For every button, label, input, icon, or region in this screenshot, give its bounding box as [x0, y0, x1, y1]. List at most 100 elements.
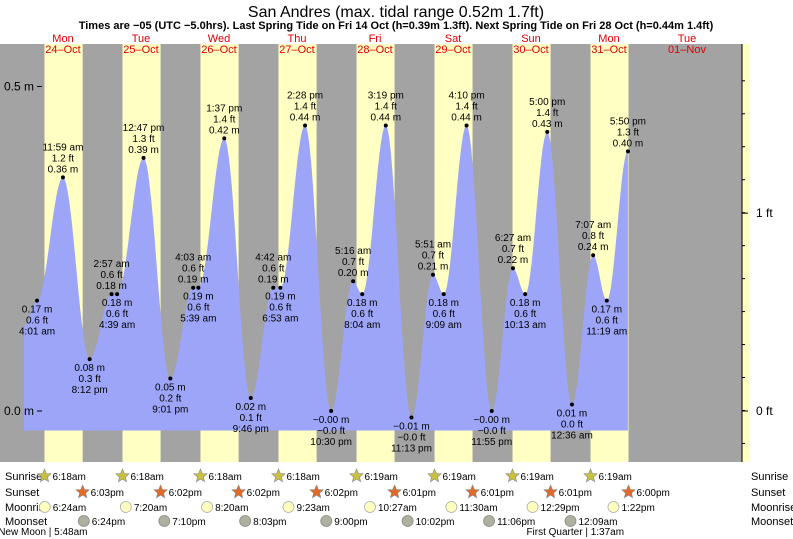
tide-ft-label: −0.0 ft [317, 426, 345, 437]
tide-point [222, 136, 227, 141]
tide-time-label: 11:59 am [42, 142, 83, 153]
tide-ft-label: −0.0 ft [478, 426, 506, 437]
chart-subtitle: Times are −05 (UTC −5.0hrs). Last Spring… [79, 20, 714, 32]
tide-time-label: 5:39 am [180, 314, 216, 325]
day-date-label: 30–Oct [513, 44, 548, 56]
tide-time-label: 7:07 am [575, 220, 611, 231]
sunrise-time: 6:18am [130, 472, 163, 483]
tide-time-label: 4:01 am [19, 327, 55, 338]
tide-point [87, 357, 92, 362]
moonrise-time: 1:22pm [621, 503, 654, 514]
day-of-week-label: Tue [132, 33, 151, 45]
tide-m-label: 0.19 m [265, 292, 296, 303]
tide-point [383, 123, 388, 128]
sunrise-time: 6:19am [599, 472, 632, 483]
moonrise-icon [526, 501, 539, 513]
tide-ft-label: 0.2 ft [159, 394, 181, 405]
tide-time-label: 2:57 am [94, 259, 130, 270]
tide-point [604, 298, 609, 303]
tide-ft-label: 1.2 ft [52, 153, 74, 164]
tide-ft-label: 0.6 ft [596, 316, 618, 327]
tide-ft-label: 1.4 ft [375, 101, 397, 112]
tide-point [569, 402, 574, 407]
tide-time-label: 11:13 pm [391, 443, 432, 454]
sunset-time: 6:03pm [91, 488, 124, 499]
sunrise-time: 6:19am [521, 472, 554, 483]
sunset-time: 6:02pm [247, 488, 280, 499]
tide-ft-label: 0.3 ft [79, 374, 101, 385]
row-label-left: Moonset [5, 516, 47, 528]
moonrise-time: 9:23am [296, 503, 329, 514]
tide-ft-label: 1.3 ft [617, 127, 639, 138]
day-date-label: 28–Oct [357, 44, 392, 56]
y-right-tick-label: 0 ft [756, 404, 773, 418]
sunset-icon [309, 484, 325, 499]
tide-time-label: 6:53 am [262, 314, 298, 325]
day-of-week-label: Wed [208, 33, 230, 45]
moonset-icon [401, 515, 414, 527]
sunrise-icon [505, 468, 520, 483]
tide-time-label: 1:37 pm [206, 103, 242, 114]
tide-m-label: 0.39 m [128, 145, 159, 156]
moon-phase-label: First Quarter | 1:37am [526, 527, 624, 538]
sunset-icon [387, 484, 402, 499]
tide-point [625, 149, 630, 154]
day-labels: Mon24–OctTue25–OctWed26–OctThu27–OctFri2… [45, 33, 706, 56]
sunset-time: 6:01pm [403, 488, 436, 499]
row-label-right: Moonrise [751, 502, 793, 514]
sunset-icon [465, 484, 480, 499]
tide-ft-label: 0.6 ft [106, 309, 128, 320]
tide-point [168, 376, 173, 381]
sunset-time: 6:02pm [325, 488, 358, 499]
moonrise-icon [282, 501, 295, 513]
tide-point [196, 285, 201, 290]
tide-point [271, 285, 276, 290]
tide-ft-label: 0.7 ft [342, 257, 364, 268]
tide-time-label: 8:04 am [344, 320, 380, 331]
tide-m-label: 0.05 m [155, 383, 186, 394]
tide-point [278, 285, 283, 290]
tide-ft-label: 1.4 ft [455, 101, 477, 112]
tide-time-label: 9:01 pm [152, 405, 188, 416]
day-date-label: 26–Oct [201, 44, 236, 56]
tide-ft-label: 0.6 ft [26, 316, 48, 327]
tide-time-label: 10:13 am [504, 320, 546, 331]
tide-ft-label: 0.8 ft [582, 231, 604, 242]
tide-m-label: 0.18 m [96, 281, 127, 292]
day-date-label: 25–Oct [123, 44, 158, 56]
day-of-week-label: Mon [598, 33, 619, 45]
sunset-icon [543, 484, 558, 499]
sunset-time: 6:01pm [481, 488, 514, 499]
tide-m-label: 0.19 m [183, 292, 214, 303]
tide-m-label: 0.44 m [451, 112, 482, 123]
tide-time-label: 6:27 am [495, 233, 531, 244]
moonrise-icon [445, 501, 458, 513]
sunset-time: 6:02pm [169, 488, 202, 499]
tide-m-label: 0.18 m [428, 298, 459, 309]
moonset-icon [320, 515, 333, 527]
y-left-tick-label: 0.5 m [4, 80, 34, 94]
tide-m-label: 0.20 m [338, 268, 369, 279]
sunset-icon [153, 484, 169, 499]
tide-m-label: 0.40 m [613, 138, 644, 149]
tide-point [510, 266, 515, 271]
sunrise-time: 6:18am [208, 472, 241, 483]
tide-point [409, 415, 414, 420]
tide-point [191, 285, 196, 290]
tide-m-label: 0.18 m [347, 298, 378, 309]
sunset-time: 6:01pm [559, 488, 592, 499]
moonrise-icon [38, 501, 51, 513]
tide-time-label: 4:10 pm [448, 90, 484, 101]
moonset-icon [239, 515, 252, 527]
tide-ft-label: 0.6 ft [351, 309, 373, 320]
moonset-time: 9:00pm [334, 517, 367, 528]
moonset-icon [77, 515, 90, 527]
moonset-icon [564, 515, 577, 527]
tide-ft-label: 1.4 ft [213, 114, 235, 125]
tide-m-label: 0.19 m [258, 275, 289, 286]
tide-time-label: 4:39 am [99, 320, 135, 331]
tide-m-label: 0.44 m [371, 112, 402, 123]
moonrise-icon [364, 501, 376, 513]
tide-point [545, 129, 550, 134]
